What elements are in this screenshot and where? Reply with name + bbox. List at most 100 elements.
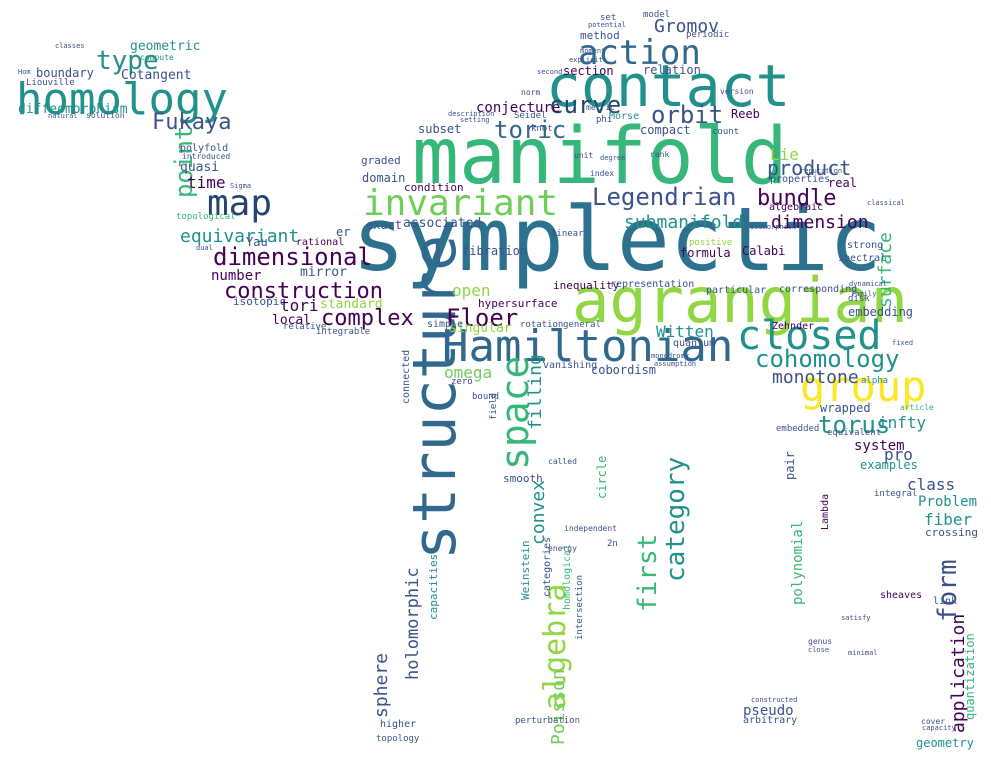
word-yau: Yau (246, 235, 268, 249)
word-orbit: orbit (651, 101, 724, 129)
word-form: form (933, 559, 963, 622)
word-potential: potential (588, 21, 626, 29)
word-formula: formula (680, 246, 731, 260)
word-algebraic: algebraic (769, 202, 824, 213)
word-lambda: Lambda (820, 493, 831, 530)
word-real: real (828, 176, 857, 190)
word-strong: strong (847, 240, 884, 251)
word-zehnder: Zehnder (772, 321, 815, 332)
word-topology: topology (376, 734, 420, 744)
word-family: family (851, 290, 877, 298)
word-moment: moment (580, 47, 606, 55)
word-natural: natural (48, 112, 78, 120)
word-relation: relation (643, 63, 701, 77)
word-rational: rational (296, 237, 345, 248)
word-standard: standard (320, 297, 383, 312)
word-system: system (854, 438, 905, 454)
word-intersection: intersection (575, 574, 585, 640)
word-domain: domain (362, 171, 406, 185)
word-er: er (336, 225, 351, 239)
word-perturbation: perturbation (515, 716, 581, 726)
word-convex: convex (528, 479, 549, 545)
word-compute: compute (140, 53, 174, 62)
word-weinstein: Weinstein (519, 540, 532, 600)
word-reputation: reputation (800, 167, 843, 175)
word-setting: setting (460, 116, 490, 124)
word-explicit: explicit (569, 56, 603, 64)
word-close: close (808, 646, 830, 654)
word-quantum: quantum (673, 338, 716, 349)
word-field: field (489, 392, 499, 420)
word-bound: bound (472, 392, 500, 402)
word-energy: energy (548, 544, 577, 553)
word-cohomology: cohomology (755, 345, 900, 373)
word-classes: classes (55, 42, 85, 50)
word-version: version (720, 87, 754, 96)
word-fixed: fixed (892, 339, 914, 347)
word-tori: tori (280, 296, 319, 315)
word-toric: toric (494, 116, 567, 144)
word-complex: complex (321, 306, 414, 331)
word-lie: Lie (770, 145, 799, 164)
word-examples: examples (860, 458, 918, 472)
word-group: group (800, 362, 927, 411)
word-method: method (580, 29, 620, 42)
word-gromov: Gromov (654, 16, 720, 37)
word-zero: zero (451, 377, 473, 387)
word-linear: linear (551, 229, 584, 239)
word-geometry: geometry (916, 736, 974, 750)
word-hypersurface: hypersurface (478, 297, 558, 310)
word-seidel: Seidel (514, 111, 547, 121)
word-knot: knot (531, 124, 553, 134)
word-construction: construction (224, 279, 383, 304)
word-hamiltonian: Hamiltonian (442, 321, 734, 372)
word-singular: singular (449, 321, 512, 336)
word-floer: Floer (446, 304, 519, 332)
word-dimension: dimension (771, 212, 869, 233)
word-first: first (633, 533, 663, 612)
word-quantization: quantization (963, 633, 977, 720)
word-cotangent: Cotangent (121, 68, 192, 83)
word-mirror: mirror (300, 265, 347, 280)
word-rank: rank (650, 150, 670, 159)
word-fibration: fibration (462, 244, 528, 258)
word-pair: pair (783, 451, 797, 480)
word-sphere: sphere (371, 652, 392, 718)
word-inequality: inequality (553, 279, 620, 292)
word-spectral: spectral (838, 253, 887, 264)
word-compact: compact (640, 123, 691, 137)
word-count: count (712, 127, 740, 137)
word-legendrian: Legendrian (592, 183, 737, 211)
word-crossing: crossing (925, 526, 978, 539)
word-dual: dual (196, 244, 213, 252)
word-alpha: alpha (861, 376, 889, 386)
word-metric: metric (586, 103, 615, 112)
word-description: description (448, 110, 495, 118)
word-capacity: capacity (922, 724, 956, 732)
word-second: second (537, 68, 563, 76)
word-hom: Hom (18, 68, 31, 76)
word-infty: infty (878, 413, 927, 432)
word-holomorphic: holomorphic (403, 567, 423, 680)
word-condition: condition (404, 181, 464, 194)
word-closed: closed (737, 313, 882, 359)
word-solution: solution (86, 111, 125, 120)
word-periodic: periodic (686, 30, 730, 40)
word-wrapped: wrapped (820, 401, 871, 415)
word-omega: omega (444, 363, 493, 382)
word-higher: higher (380, 719, 417, 730)
word-genus: genus (808, 637, 833, 646)
word-homology: homology (16, 74, 228, 125)
word-poisson: Poisson (548, 669, 569, 745)
word-classical: classical (867, 199, 905, 207)
word-vanishing: vanishing (543, 360, 598, 371)
word-section: section (563, 64, 614, 78)
word-representation: representation (610, 279, 695, 290)
word-liouville: Liouville (26, 78, 75, 88)
word-disk: disk (848, 294, 870, 304)
word-cobordism: cobordism (591, 363, 657, 377)
word-set: set (600, 13, 617, 23)
word-norm: norm (521, 88, 541, 97)
word-pseudo: pseudo (743, 703, 794, 719)
word-article: article (900, 403, 934, 412)
